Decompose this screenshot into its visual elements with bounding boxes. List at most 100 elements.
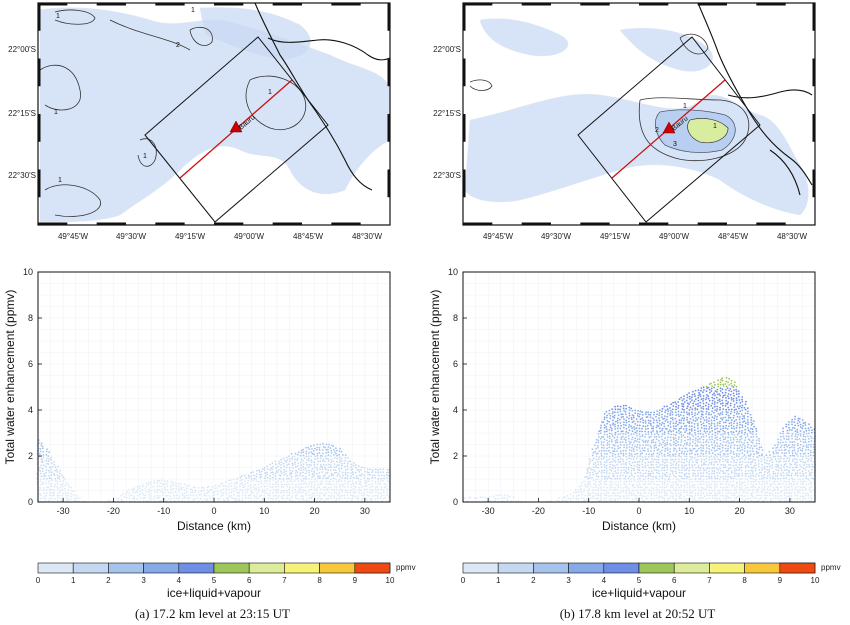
data-point (766, 456, 769, 459)
data-point (58, 478, 61, 480)
data-point (606, 470, 608, 472)
data-point (652, 421, 655, 424)
colorbar-swatch (108, 562, 144, 574)
data-point (652, 492, 655, 494)
data-point (266, 473, 269, 476)
data-point (363, 492, 366, 494)
data-point (301, 486, 304, 489)
data-point (725, 492, 728, 495)
data-point (810, 457, 813, 460)
data-point (138, 487, 141, 490)
data-point (269, 489, 272, 492)
data-point (663, 440, 665, 442)
data-point (691, 466, 694, 469)
data-point (269, 468, 271, 471)
data-point (757, 491, 760, 493)
panel-b: 1 2 3 1 Bauru 49°45'W 49°30'W 49°15'W 49°00'W 48°… (425, 0, 850, 625)
data-point (690, 429, 693, 432)
data-point (315, 491, 318, 494)
data-point (745, 422, 747, 425)
data-point (308, 448, 311, 451)
data-point (800, 466, 803, 468)
data-point (788, 482, 791, 485)
data-point (592, 489, 594, 492)
data-point (186, 491, 188, 493)
data-point (335, 460, 338, 463)
data-point (321, 455, 324, 458)
data-point (64, 478, 66, 481)
cloud-region (199, 7, 311, 61)
contour-line (679, 33, 709, 55)
data-point (740, 413, 743, 415)
data-point (666, 415, 669, 418)
data-point (630, 480, 633, 483)
data-point (702, 467, 705, 470)
data-point (802, 433, 805, 436)
data-point (721, 458, 724, 460)
data-point (669, 426, 672, 428)
data-point (120, 494, 123, 497)
data-point (203, 498, 206, 500)
data-point (364, 479, 366, 482)
data-point (710, 382, 712, 385)
data-point (700, 410, 703, 413)
data-points (36, 439, 391, 503)
frame-tick (155, 222, 185, 225)
data-point (689, 486, 691, 489)
data-point (48, 458, 50, 460)
data-point (595, 483, 597, 486)
data-point (344, 473, 347, 476)
data-point (221, 482, 224, 485)
data-point (752, 474, 755, 477)
data-point (702, 400, 704, 402)
data-point (788, 451, 791, 454)
data-point (800, 486, 802, 489)
data-point (684, 450, 686, 453)
data-point (686, 413, 689, 416)
data-point (711, 497, 714, 499)
data-point (683, 488, 685, 491)
data-point (658, 417, 660, 419)
data-point (249, 487, 252, 489)
data-point (699, 401, 702, 404)
data-point (625, 419, 627, 422)
data-point (289, 460, 291, 463)
data-point (721, 489, 724, 492)
data-point (722, 460, 725, 463)
data-point (726, 387, 729, 389)
data-point (744, 465, 747, 467)
data-point (660, 491, 663, 494)
data-point (688, 409, 691, 411)
data-point (722, 478, 725, 480)
data-point (603, 447, 605, 449)
data-point (652, 497, 655, 500)
data-point (728, 467, 730, 470)
data-point (591, 477, 593, 479)
data-point (796, 453, 798, 456)
data-point (675, 422, 677, 425)
data-point (280, 461, 283, 464)
data-point (725, 397, 727, 399)
data-point (344, 459, 347, 462)
data-point (679, 492, 682, 494)
data-point (638, 447, 641, 449)
data-point (750, 461, 752, 464)
data-point (724, 421, 727, 424)
data-point (252, 479, 255, 482)
data-point (714, 394, 716, 397)
data-point (709, 431, 711, 433)
data-point (637, 486, 639, 488)
data-point (624, 424, 627, 427)
data-point (224, 485, 227, 488)
data-point (609, 417, 611, 420)
data-point (266, 488, 269, 490)
data-point (659, 430, 662, 433)
data-point (609, 500, 612, 502)
data-point (261, 468, 264, 470)
data-point (715, 485, 718, 488)
data-point (263, 494, 266, 497)
data-point (56, 497, 59, 499)
data-point (688, 425, 691, 428)
data-point (233, 487, 236, 490)
data-point (761, 454, 763, 457)
